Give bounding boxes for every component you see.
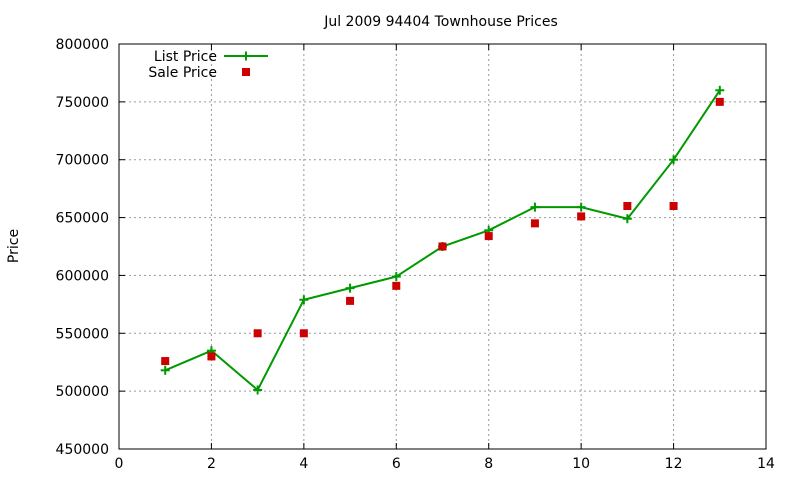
x-tick-label: 6	[392, 456, 401, 472]
y-tick-label: 750000	[56, 95, 109, 111]
data-point	[530, 219, 539, 228]
x-tick-label: 2	[207, 456, 216, 472]
legend-label-list-price: List Price	[154, 49, 217, 65]
data-point	[715, 97, 724, 106]
data-point	[577, 212, 586, 221]
y-tick-label: 450000	[56, 442, 109, 458]
data-point	[161, 357, 170, 366]
data-point	[530, 202, 540, 212]
x-tick-label: 4	[299, 456, 308, 472]
legend: List Price Sale Price	[148, 49, 268, 81]
data-point	[715, 85, 725, 95]
legend-marker-list-price	[241, 51, 251, 61]
data-point	[299, 295, 309, 305]
legend-markers	[224, 51, 268, 76]
data-point	[253, 329, 262, 338]
y-tick-label: 550000	[56, 326, 109, 342]
data-point	[669, 202, 678, 210]
data-point	[576, 202, 586, 212]
plot-border	[118, 43, 767, 450]
x-tick-label: 12	[665, 456, 683, 472]
y-tick-label: 650000	[56, 211, 109, 227]
plot-area	[160, 85, 725, 395]
data-point	[345, 283, 355, 293]
chart-title: Jul 2009 94404 Townhouse Prices	[323, 14, 558, 30]
tick-labels: 0 2 4 6 8 10 12 14 450000 500000 550000 600000 65000…	[56, 37, 775, 472]
y-tick-label: 700000	[56, 153, 109, 169]
x-tick-label: 10	[572, 456, 590, 472]
data-point	[391, 272, 401, 282]
series-sale-price	[161, 97, 724, 366]
y-axis-label: Price	[6, 229, 22, 263]
x-tick-label: 14	[757, 456, 775, 472]
data-point	[623, 202, 632, 210]
legend-marker-sale-price	[242, 68, 250, 76]
data-point	[438, 242, 447, 251]
data-point	[622, 214, 632, 224]
x-tick-label: 8	[484, 456, 493, 472]
data-point	[299, 329, 308, 338]
data-point	[484, 232, 493, 241]
legend-label-sale-price: Sale Price	[148, 65, 217, 81]
data-point	[392, 281, 401, 290]
data-point	[669, 155, 679, 165]
axes	[118, 43, 767, 450]
data-point	[346, 296, 355, 305]
y-tick-label: 800000	[56, 37, 109, 53]
y-tick-label: 500000	[56, 384, 109, 400]
data-point	[160, 365, 170, 375]
data-point	[253, 385, 263, 395]
y-tick-label: 600000	[56, 268, 109, 284]
data-point	[207, 352, 216, 361]
x-tick-label: 0	[115, 456, 124, 472]
